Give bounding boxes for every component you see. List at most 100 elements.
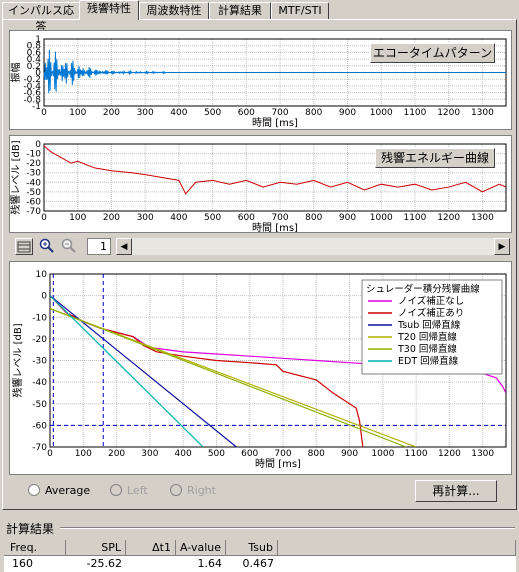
x-tick-label: 900 — [339, 108, 356, 118]
x-tick-label: 800 — [308, 449, 325, 459]
tab-frequency[interactable]: 周波数特性 — [139, 2, 209, 19]
series-line-5 — [50, 295, 204, 447]
x-tick-label: 500 — [204, 213, 221, 223]
tab-mtf-sti[interactable]: MTF/STI — [271, 2, 329, 19]
x-tick-label: 1000 — [370, 108, 393, 118]
x-tick-label: 600 — [238, 213, 255, 223]
results-table: Freq. SPL Δt1 A-value Tsub 160 -25.62 1.… — [4, 540, 516, 572]
cell-spl: -25.62 — [86, 557, 122, 570]
radio-dot — [110, 484, 122, 496]
x-tick-label: 1100 — [403, 213, 426, 223]
fit-view-icon[interactable] — [15, 238, 33, 255]
tab-reverberation[interactable]: 残響特性 — [79, 0, 139, 20]
x-tick-label: 0 — [41, 108, 47, 118]
col-header-spl[interactable]: SPL — [66, 540, 126, 556]
col-header-avalue[interactable]: A-value — [176, 540, 226, 556]
col-header-blank — [278, 540, 516, 556]
scroll-right-arrow-icon[interactable]: ▶ — [494, 238, 510, 255]
x-tick-label: 900 — [339, 213, 356, 223]
x-tick-label: 700 — [271, 108, 288, 118]
y-tick-label: 0.6 — [27, 48, 42, 58]
zoom-in-icon[interactable] — [38, 238, 56, 255]
tab-results[interactable]: 計算結果 — [209, 2, 271, 19]
legend-entry: T30 回帰直線 — [397, 343, 457, 355]
x-axis-label: 時間 [ms] — [255, 458, 301, 470]
x-tick-label: 200 — [103, 213, 120, 223]
results-divider — [60, 527, 515, 529]
radio-left[interactable]: Left — [110, 484, 148, 497]
x-tick-label: 700 — [271, 213, 288, 223]
radio-right[interactable]: Right — [170, 484, 216, 497]
x-tick-label: 1300 — [471, 449, 494, 459]
results-title: 計算結果 — [6, 522, 55, 536]
x-tick-label: 1300 — [471, 108, 494, 118]
horizontal-scrollbar[interactable]: ◀ ▶ — [116, 238, 510, 255]
echo-pattern-button[interactable]: エコータイムパターン — [370, 43, 495, 63]
x-tick-label: 600 — [238, 108, 255, 118]
radio-average-label: Average — [45, 484, 91, 497]
y-tick-label: -20 — [32, 335, 47, 345]
reverb-panel — [2, 19, 517, 510]
y-tick-label: -40 — [32, 378, 47, 388]
series-line-2 — [50, 295, 237, 447]
x-tick-label: 1200 — [437, 108, 460, 118]
x-tick-label: 100 — [69, 213, 86, 223]
x-tick-label: 700 — [274, 449, 291, 459]
cell-dt1 — [126, 556, 176, 572]
energy-decay-chart: 0 100 200 300 400 500 600 700 800 900 1000 1100 1200… — [9, 140, 507, 234]
x-tick-label: 1200 — [437, 213, 460, 223]
series-line-4 — [50, 308, 407, 447]
y-tick-label: 0 — [35, 140, 41, 150]
y-tick-label: -40 — [26, 178, 41, 188]
y-tick-label: -0.8 — [23, 95, 41, 105]
y-tick-label: -50 — [26, 188, 41, 198]
y-tick-label: -20 — [26, 159, 41, 169]
legend-title: シュレーダー積分残響曲線 — [366, 283, 480, 295]
x-tick-label: 500 — [204, 108, 221, 118]
plot-border — [43, 143, 507, 212]
y-tick-label: -0.6 — [23, 89, 41, 99]
energy-curve — [43, 145, 507, 195]
x-axis-label: 時間 [ms] — [252, 222, 298, 232]
col-header-tsub[interactable]: Tsub — [226, 540, 278, 556]
y-tick-label: -1 — [32, 102, 41, 112]
x-tick-label: 300 — [137, 108, 154, 118]
schroeder-chart-frame: 0 100 200 300 400 500 600 700 800 900 1000 1100 1200… — [9, 261, 512, 475]
x-tick-label: 1100 — [405, 449, 428, 459]
page-number-box[interactable]: 1 — [87, 238, 111, 255]
x-tick-label: 1000 — [371, 449, 394, 459]
tab-impulse-response[interactable]: インパルス応答 — [2, 2, 80, 33]
y-tick-label: 0 — [41, 292, 47, 302]
legend-box — [361, 279, 503, 375]
y-tick-label: 0.2 — [27, 62, 41, 72]
x-tick-label: 400 — [170, 213, 187, 223]
tab-bar: インパルス応答 残響特性 周波数特性 計算結果 MTF/STI — [0, 0, 519, 33]
radio-left-label: Left — [127, 484, 148, 497]
energy-curve-button[interactable]: 残響エネルギー曲線 — [375, 148, 495, 168]
col-header-freq[interactable]: Freq. — [4, 540, 66, 556]
radio-average[interactable]: Average — [28, 484, 90, 497]
x-tick-label: 100 — [75, 449, 92, 459]
legend-entry: ノイズ補正あり — [398, 307, 464, 319]
radio-dot — [28, 484, 40, 496]
x-axis-label: 時間 [ms] — [252, 117, 298, 129]
legend-entry: Tsub 回帰直線 — [397, 319, 461, 331]
x-tick-label: 400 — [175, 449, 192, 459]
y-tick-label: -70 — [26, 207, 41, 217]
x-tick-label: 800 — [305, 108, 322, 118]
x-tick-label: 600 — [241, 449, 258, 459]
x-tick-label: 0 — [47, 449, 53, 459]
x-tick-label: 100 — [69, 108, 86, 118]
recalc-button[interactable]: 再計算... — [415, 480, 497, 502]
series-line-3 — [50, 308, 417, 447]
y-axis-label: 振幅 — [10, 63, 22, 83]
y-tick-label: 0 — [35, 69, 41, 79]
impulse-waveform — [43, 49, 166, 94]
zoom-out-icon[interactable] — [60, 238, 78, 255]
scroll-left-arrow-icon[interactable]: ◀ — [116, 238, 132, 255]
legend-entry: ノイズ補正なし — [398, 295, 464, 307]
cell-avalue: 1.64 — [197, 557, 223, 570]
y-tick-label: -60 — [26, 197, 41, 207]
col-header-dt1[interactable]: Δt1 — [126, 540, 176, 556]
y-tick-label: -60 — [32, 421, 47, 431]
